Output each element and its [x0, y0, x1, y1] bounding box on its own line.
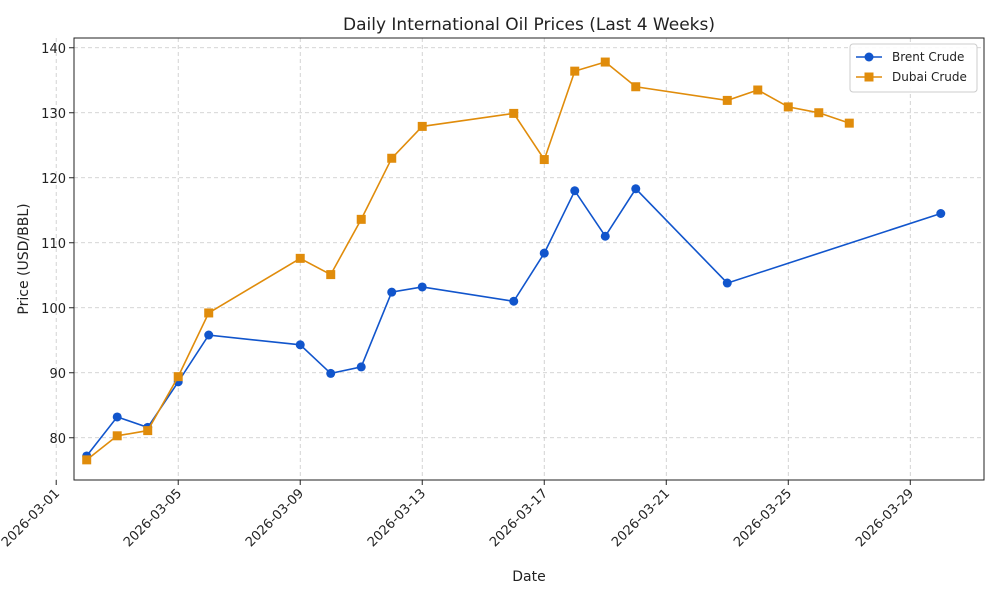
dubai-crude-point	[722, 95, 732, 105]
grid	[55, 38, 984, 480]
brent-crude-point	[631, 184, 641, 194]
x-tick-label: 2026-03-13	[365, 486, 429, 550]
legend-marker-dubai-crude	[864, 72, 874, 82]
dubai-crude-point	[356, 214, 366, 224]
x-tick-label: 2026-03-25	[731, 486, 795, 550]
brent-crude-point	[600, 231, 610, 241]
y-tick-label: 130	[41, 107, 66, 122]
y-tick-label: 120	[41, 172, 66, 187]
dubai-crude-point	[295, 253, 305, 263]
dubai-crude-point	[753, 85, 763, 95]
brent-crude-point	[936, 209, 946, 218]
y-axis-label: Price (USD/BBL)	[16, 203, 32, 314]
brent-crude-point	[387, 287, 397, 297]
series-layer	[82, 57, 946, 465]
dubai-crude-point	[326, 270, 336, 280]
x-tick-label: 2026-03-29	[853, 486, 917, 550]
y-tick-label: 80	[49, 432, 66, 447]
y-tick-label: 110	[41, 237, 66, 252]
brent-crude-series	[82, 184, 946, 461]
brent-crude-point	[570, 186, 580, 196]
brent-crude-point	[326, 368, 336, 378]
y-tick-label: 90	[49, 367, 66, 382]
chart-title: Daily International Oil Prices (Last 4 W…	[343, 15, 715, 35]
x-axis-ticks: 2026-03-01 2026-03-05 2026-03-09 2026-03-13…	[0, 480, 917, 550]
brent-crude-line	[86, 187, 942, 457]
legend-label-dubai-crude: Dubai Crude	[892, 70, 967, 84]
y-tick-label: 140	[41, 42, 66, 57]
brent-crude-point	[356, 362, 366, 372]
dubai-crude-point	[82, 455, 92, 465]
dubai-crude-point	[143, 426, 153, 436]
brent-crude-point	[204, 330, 214, 340]
x-axis-label: Date	[512, 569, 545, 585]
dubai-crude-point	[173, 372, 183, 382]
dubai-crude-point	[204, 308, 214, 318]
dubai-crude-point	[112, 431, 122, 441]
x-tick-label: 2026-03-09	[243, 486, 307, 550]
dubai-crude-point	[631, 82, 641, 92]
x-tick-label: 2026-03-17	[487, 486, 551, 550]
dubai-crude-point	[783, 102, 793, 112]
dubai-crude-point	[417, 121, 427, 131]
y-axis-ticks: 80 90 100 110 120 130 140	[41, 42, 74, 447]
brent-crude-point	[539, 248, 549, 258]
dubai-crude-line	[86, 61, 850, 461]
brent-crude-point	[112, 412, 122, 422]
x-tick-label: 2026-03-05	[121, 486, 185, 550]
plot-frame	[73, 37, 985, 481]
dubai-crude-point	[509, 108, 519, 118]
dubai-crude-point	[570, 66, 580, 76]
legend-box	[849, 43, 978, 93]
legend: Brent Crude Dubai Crude	[849, 43, 978, 93]
brent-crude-point	[295, 340, 305, 350]
legend-label-brent-crude: Brent Crude	[892, 50, 964, 64]
dubai-crude-point	[844, 118, 854, 128]
brent-crude-point	[722, 278, 732, 288]
brent-crude-point	[509, 296, 519, 306]
y-tick-label: 100	[41, 302, 66, 317]
dubai-crude-point	[600, 57, 610, 67]
legend-marker-brent-crude	[864, 52, 874, 62]
x-tick-label: 2026-03-01	[0, 486, 63, 550]
x-tick-label: 2026-03-21	[609, 486, 673, 550]
dubai-crude-point	[387, 153, 397, 163]
dubai-crude-point	[539, 155, 549, 165]
dubai-crude-point	[814, 108, 824, 118]
dubai-crude-series	[82, 57, 854, 465]
brent-crude-point	[417, 282, 427, 292]
